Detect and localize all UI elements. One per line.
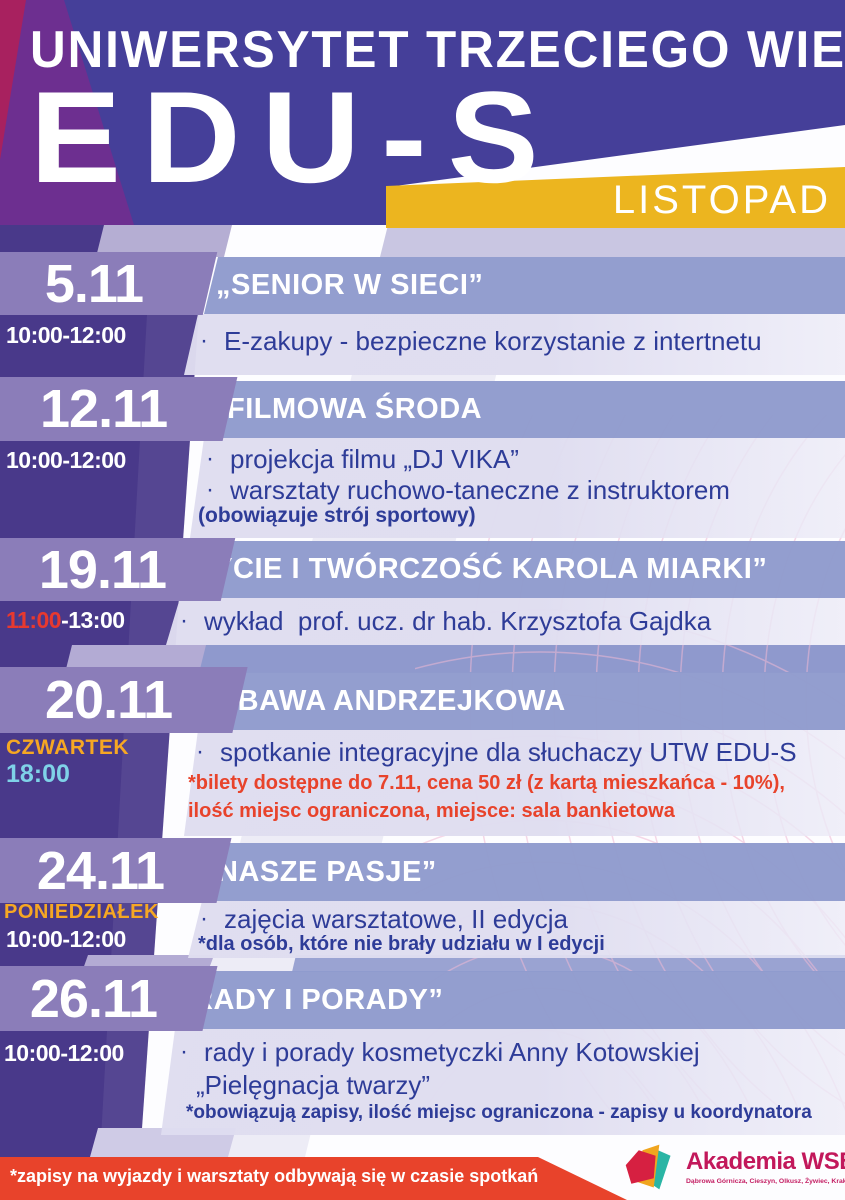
footer-banner-text: *zapisy na wyjazdy i warsztaty odbywają … bbox=[10, 1166, 539, 1186]
bullet-dot: · bbox=[200, 905, 208, 932]
event-title: „NASZE PASJE” bbox=[202, 855, 437, 888]
bullet-dot: · bbox=[200, 327, 208, 354]
brand-texts: Akademia WSB Dąbrowa Górnicza, Cieszyn, … bbox=[686, 1147, 845, 1186]
event-time: 10:00-12:00 bbox=[4, 1040, 124, 1066]
event-title-band: „NASZE PASJE” bbox=[190, 843, 845, 901]
event-time-end: -13:00 bbox=[61, 607, 125, 633]
bullet-dot: · bbox=[196, 738, 204, 765]
bullet-dot: · bbox=[206, 445, 214, 472]
event-bullet: · E-zakupy - bezpieczne korzystanie z int… bbox=[200, 326, 762, 356]
event-date: 12.11 bbox=[40, 379, 168, 439]
event-date-chip: 12.11 bbox=[0, 377, 238, 441]
edus-logotype: EDU-S bbox=[30, 64, 560, 210]
event-title-band: FILMOWA ŚRODA bbox=[205, 381, 845, 438]
event-date: 26.11 bbox=[30, 968, 158, 1029]
event-date-chip: 24.11 bbox=[0, 838, 232, 903]
event-date-chip: 20.11 bbox=[0, 667, 248, 733]
poster-title: UNIWERSYTET TRZECIEGO WIEKU bbox=[30, 21, 845, 79]
footer-ribbon bbox=[0, 1157, 627, 1200]
event-note: *dla osób, które nie brały udziału w I e… bbox=[198, 933, 605, 955]
event-title-band: „SENIOR W SIECI” bbox=[204, 257, 845, 314]
event-bullet: · zajęcia warsztatowe, II edycja bbox=[200, 904, 568, 934]
event-note-red: ilość miejsc ograniczona, miejsce: sala … bbox=[188, 800, 675, 822]
event-title-band: „ŻYCIE I TWÓRCZOŚĆ KAROLA MIARKI” bbox=[168, 541, 845, 598]
event-time: 10:00-12:00 bbox=[6, 322, 126, 348]
header-bg-shape bbox=[0, 0, 845, 225]
event-title: „RADY I PORADY” bbox=[177, 983, 444, 1016]
akademia-wsb-logo-icon bbox=[625, 1144, 671, 1190]
event-time: 10:00-12:00 bbox=[6, 926, 126, 952]
event-date: 20.11 bbox=[45, 670, 173, 730]
event-day: CZWARTEK bbox=[6, 736, 129, 759]
event-note: (obowiązuje strój sportowy) bbox=[198, 504, 476, 527]
month-label: LISTOPAD bbox=[612, 178, 831, 222]
header-purple-stripe bbox=[0, 0, 134, 225]
event-bullet: · rady i porady kosmetyczki Anny Kotowski… bbox=[180, 1037, 700, 1067]
event-bullet-continuation: „Pielęgnacja twarzy” bbox=[196, 1070, 431, 1100]
brand-logo: Akademia WSB Dąbrowa Górnicza, Cieszyn, … bbox=[622, 1140, 845, 1194]
event-date: 19.11 bbox=[39, 539, 167, 600]
bullet-dot: · bbox=[206, 476, 214, 503]
event-content-band bbox=[166, 598, 845, 645]
event-note: *obowiązują zapisy, ilość miejsc ogranic… bbox=[186, 1102, 812, 1123]
month-band bbox=[386, 167, 845, 228]
event-content-band bbox=[161, 1029, 845, 1135]
event-date-chip: 26.11 bbox=[0, 966, 218, 1031]
bullet-dot: · bbox=[180, 607, 188, 634]
event-time: 11:00-13:00 bbox=[6, 607, 125, 634]
event-bullet: · wykład prof. ucz. dr hab. Krzysztofa Ga… bbox=[180, 606, 712, 636]
bullet-dot: · bbox=[180, 1038, 188, 1065]
event-note-red: *bilety dostępne do 7.11, cena 50 zł (z … bbox=[188, 772, 785, 794]
event-title: „ŻYCIE I TWÓRCZOŚĆ KAROLA MIARKI” bbox=[180, 553, 768, 585]
event-title-band: ZABAWA ANDRZEJKOWA bbox=[186, 672, 845, 730]
event-date-chip: 5.11 bbox=[0, 252, 218, 315]
event-bullet: · spotkanie integracyjne dla słuchaczy UT… bbox=[196, 737, 797, 767]
event-bullet: · warsztaty ruchowo-taneczne z instruktor… bbox=[206, 475, 730, 505]
event-date: 24.11 bbox=[37, 840, 165, 901]
event-content-band bbox=[188, 901, 845, 958]
event-time: 10:00-12:00 bbox=[6, 447, 126, 473]
event-time-start: 11:00 bbox=[6, 607, 62, 633]
event-title: „SENIOR W SIECI” bbox=[216, 269, 484, 301]
event-date: 5.11 bbox=[44, 253, 144, 314]
event-title: ZABAWA ANDRZEJKOWA bbox=[198, 684, 566, 717]
event-title: FILMOWA ŚRODA bbox=[227, 393, 483, 425]
event-time: 18:00 bbox=[6, 760, 70, 788]
event-content-band bbox=[184, 314, 845, 375]
brand-cities: Dąbrowa Górnicza, Cieszyn, Olkusz, Żywie… bbox=[686, 1178, 845, 1186]
event-date-chip: 19.11 bbox=[0, 538, 236, 601]
event-title-band: „RADY I PORADY” bbox=[163, 971, 845, 1029]
event-content-band bbox=[190, 438, 845, 538]
event-bullet: · projekcja filmu „DJ VIKA” bbox=[206, 444, 519, 474]
event-day: PONIEDZIAŁEK bbox=[4, 901, 159, 923]
event-content-band bbox=[184, 730, 845, 836]
brand-name: Akademia WSB bbox=[686, 1147, 845, 1175]
